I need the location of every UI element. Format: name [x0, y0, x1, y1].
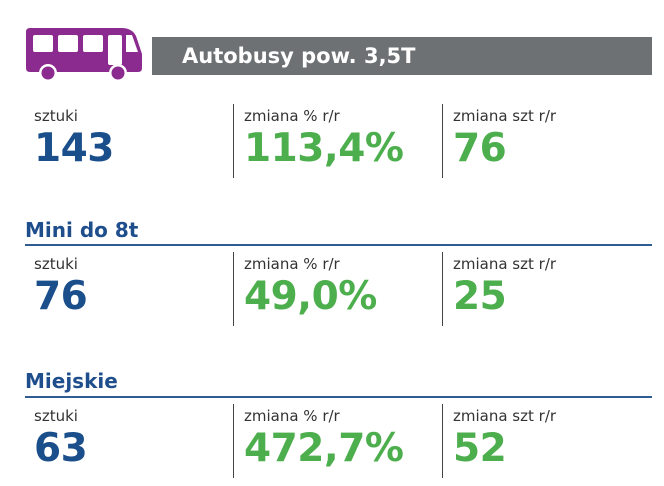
- stat-value: 76: [453, 126, 507, 171]
- stat-change-units: zmiana szt r/r 25: [442, 252, 653, 326]
- stat-count: sztuki 143: [34, 104, 224, 178]
- stat-change-units: zmiana szt r/r 52: [442, 404, 653, 478]
- stats-row-mini: sztuki 76 zmiana % r/r 49,0% zmiana szt …: [0, 252, 664, 332]
- stat-change-percent: zmiana % r/r 49,0%: [233, 252, 449, 326]
- stat-label: zmiana szt r/r: [453, 255, 557, 273]
- stat-change-percent: zmiana % r/r 472,7%: [233, 404, 449, 478]
- stat-count: sztuki 76: [34, 252, 224, 326]
- section-heading-city: Miejskie: [25, 369, 118, 393]
- stats-row-city: sztuki 63 zmiana % r/r 472,7% zmiana szt…: [0, 404, 664, 484]
- stat-label: sztuki: [34, 107, 78, 125]
- stat-value: 143: [34, 126, 114, 171]
- stat-label: zmiana % r/r: [244, 407, 340, 425]
- stat-count: sztuki 63: [34, 404, 224, 478]
- stat-value: 472,7%: [244, 426, 404, 471]
- section-divider: [25, 244, 652, 246]
- section-heading-mini: Mini do 8t: [25, 218, 139, 242]
- stat-value: 52: [453, 426, 507, 471]
- stat-label: zmiana % r/r: [244, 107, 340, 125]
- stat-label: zmiana % r/r: [244, 255, 340, 273]
- stat-change-percent: zmiana % r/r 113,4%: [233, 104, 449, 178]
- stat-value: 49,0%: [244, 274, 377, 319]
- title-bar: Autobusy pow. 3,5T: [152, 37, 652, 75]
- stat-value: 113,4%: [244, 126, 404, 171]
- stat-value: 76: [34, 274, 88, 319]
- stat-label: sztuki: [34, 255, 78, 273]
- stat-value: 25: [453, 274, 507, 319]
- page-title: Autobusy pow. 3,5T: [182, 44, 416, 68]
- stat-label: sztuki: [34, 407, 78, 425]
- bus-icon: [26, 28, 142, 82]
- section-divider: [25, 396, 652, 398]
- stats-row-overall: sztuki 143 zmiana % r/r 113,4% zmiana sz…: [0, 104, 664, 184]
- stat-label: zmiana szt r/r: [453, 407, 557, 425]
- stat-value: 63: [34, 426, 88, 471]
- stat-label: zmiana szt r/r: [453, 107, 557, 125]
- stat-change-units: zmiana szt r/r 76: [442, 104, 653, 178]
